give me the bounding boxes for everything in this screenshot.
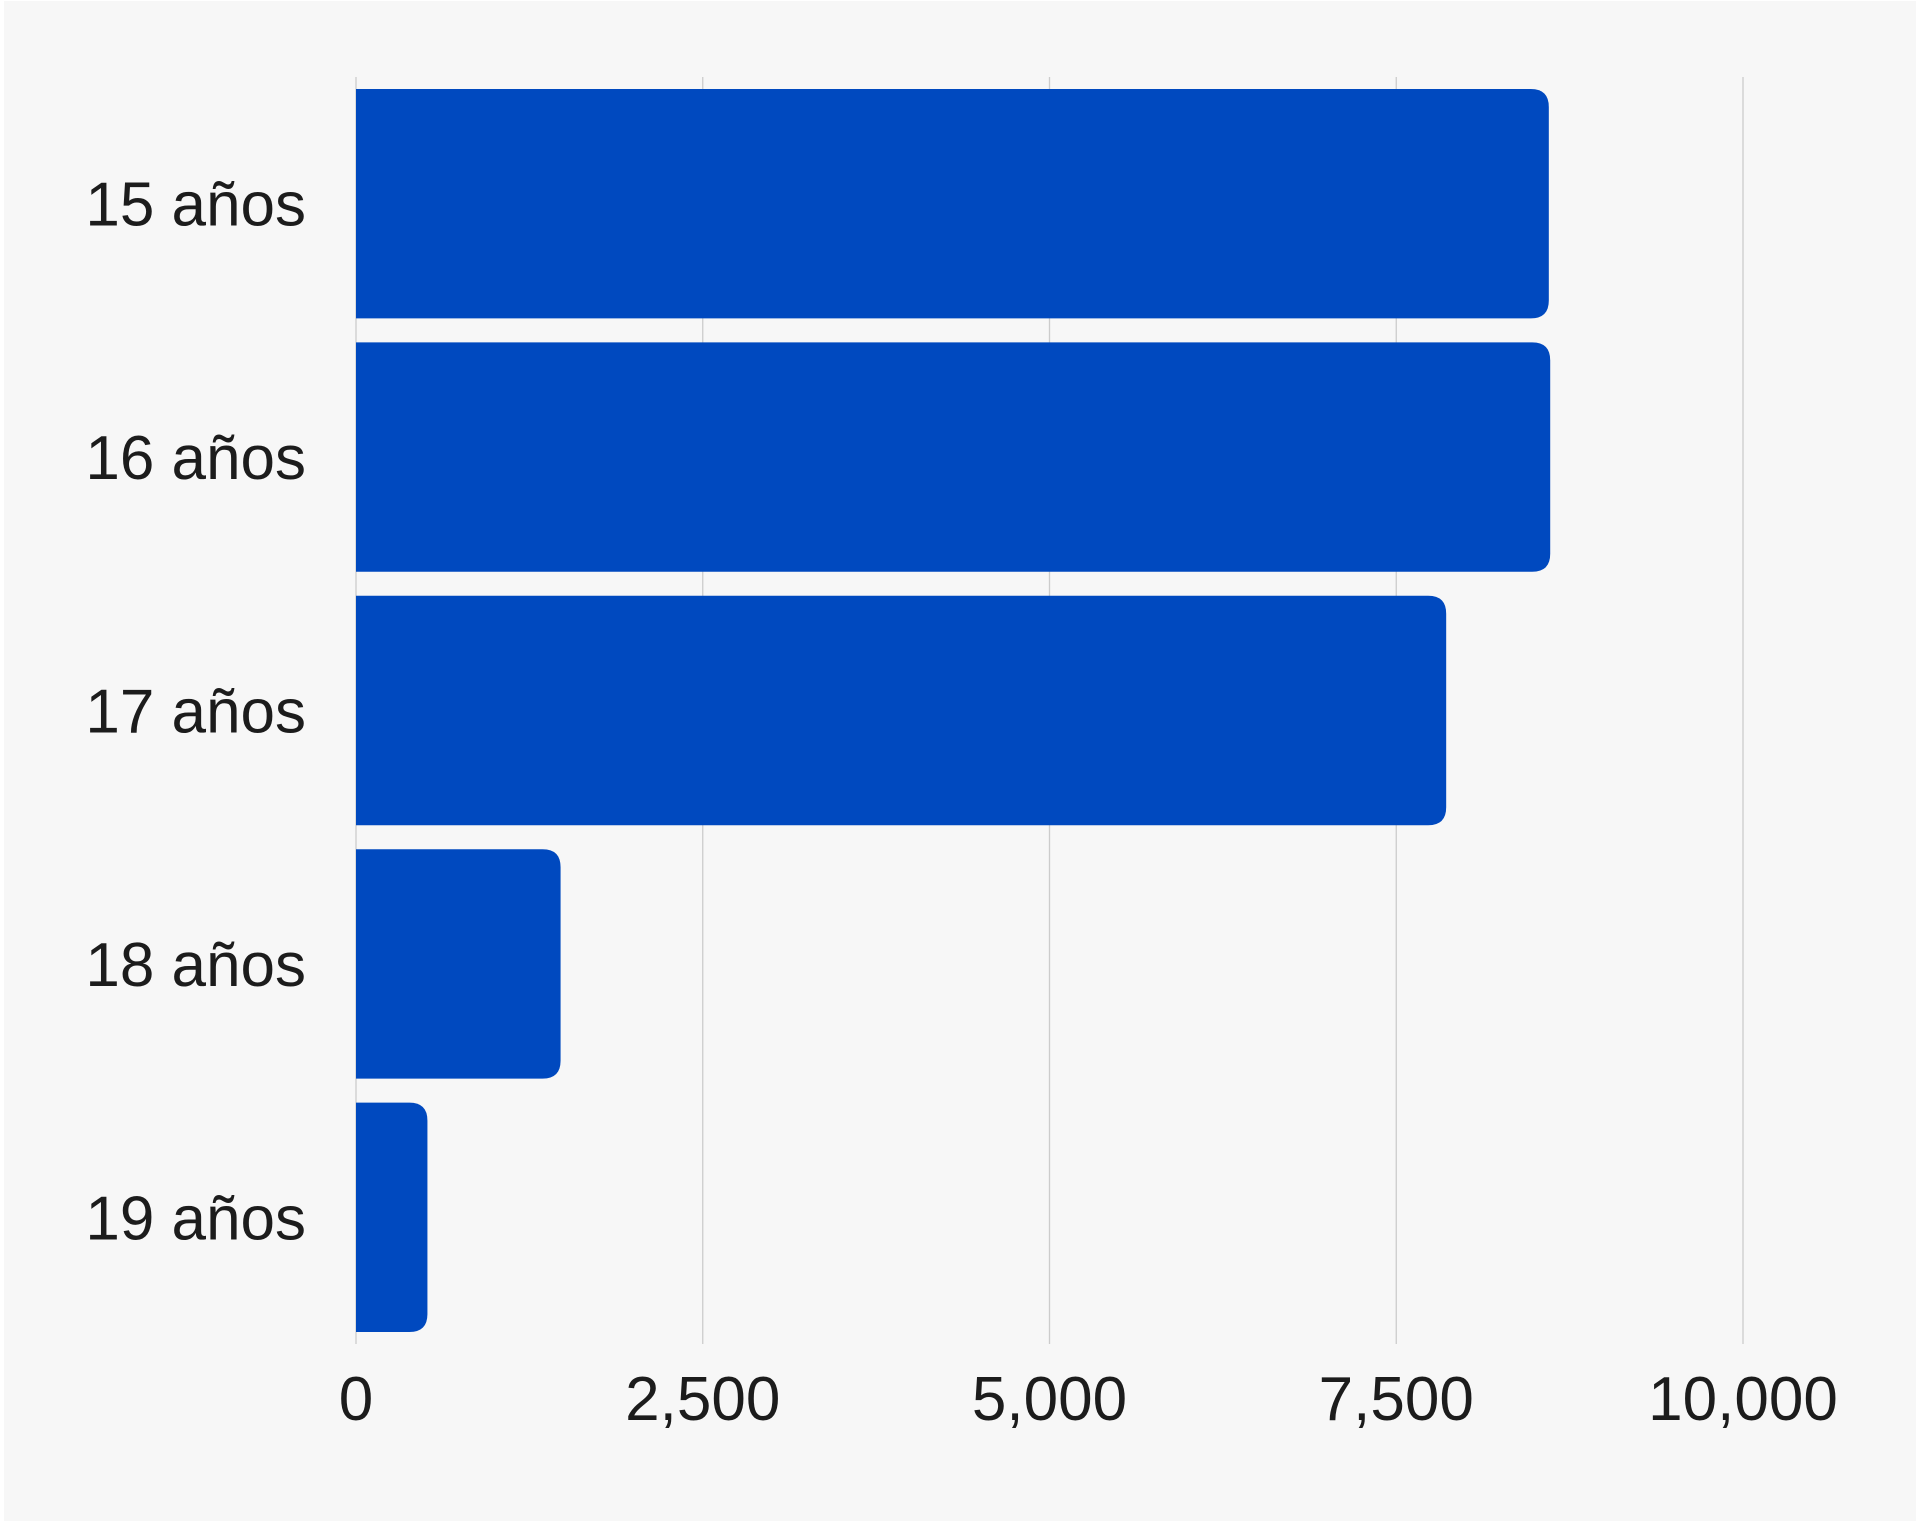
bar-2 — [356, 342, 1551, 572]
x-tick-label: 0 — [339, 1365, 373, 1434]
category-label: 16 años — [85, 424, 306, 493]
x-tick-label: 5,000 — [972, 1365, 1127, 1434]
x-axis-tick-labels: 0 2,500 5,000 7,500 10,000 — [339, 1365, 1838, 1434]
category-label: 19 años — [85, 1184, 306, 1253]
x-tick-label: 7,500 — [1319, 1365, 1474, 1434]
category-label: 17 años — [85, 678, 306, 747]
bar-4 — [356, 849, 561, 1079]
x-tick-label: 2,500 — [625, 1365, 780, 1434]
bar-5 — [356, 1102, 428, 1332]
chart-panel: 15 años 16 años 17 años 18 años 19 años 0 2,5… — [4, 1, 1916, 1521]
x-tick-label: 10,000 — [1648, 1365, 1838, 1434]
bar-chart: 15 años 16 años 17 años 18 años 19 años 0 2,5… — [85, 77, 1838, 1434]
category-label: 18 años — [85, 931, 306, 1000]
bar-1 — [356, 89, 1549, 319]
category-label: 15 años — [85, 171, 306, 240]
bar-3 — [356, 595, 1447, 826]
category-labels: 15 años 16 años 17 años 18 años 19 años — [85, 171, 306, 1254]
bars — [356, 89, 1551, 1332]
